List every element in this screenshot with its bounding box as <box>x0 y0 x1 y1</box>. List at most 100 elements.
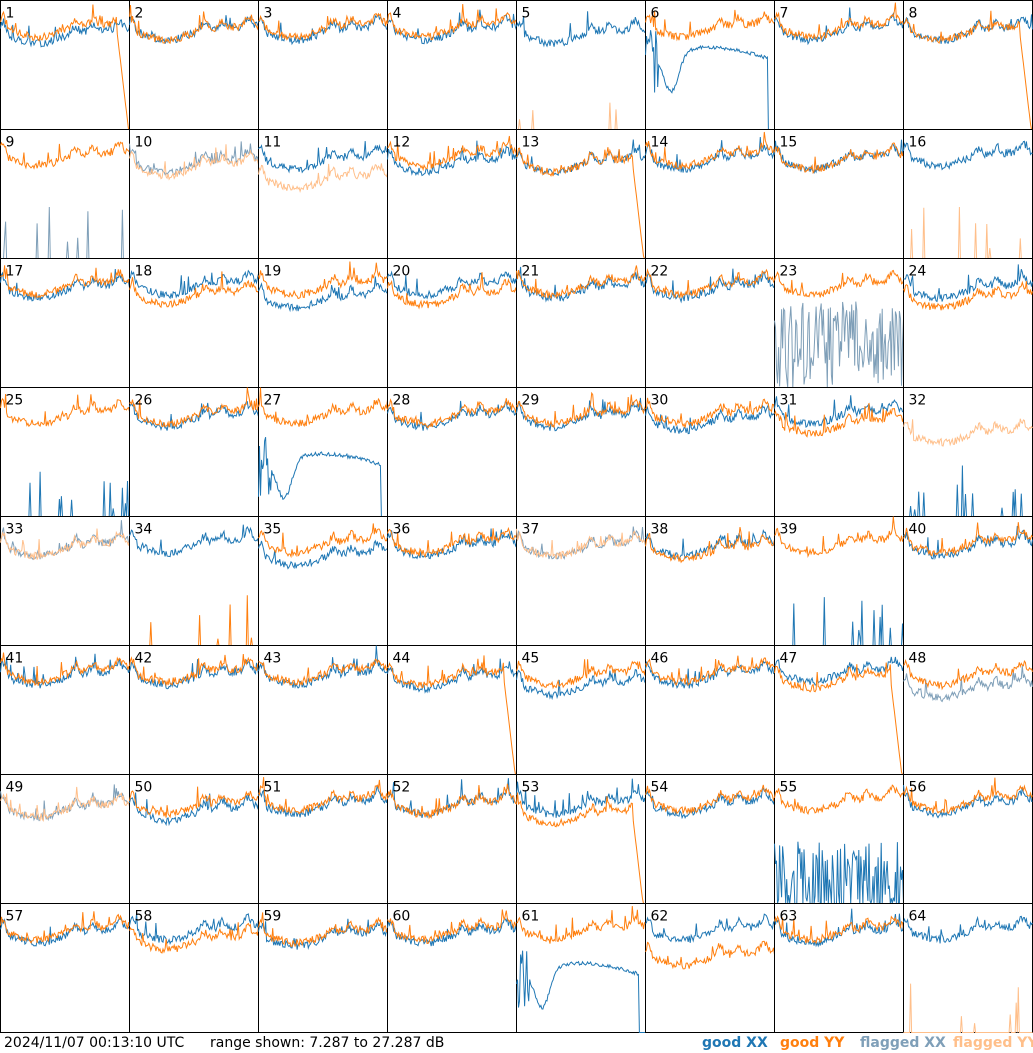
yy-series-15 <box>774 142 904 175</box>
tile-label: 32 <box>909 393 927 409</box>
yy-series-25 <box>0 393 130 428</box>
tile-frame <box>129 129 259 259</box>
yy-series-26 <box>129 387 259 428</box>
yy-series-28 <box>387 398 517 429</box>
tile-frame <box>903 0 1033 130</box>
yy-series-8 <box>903 10 1033 130</box>
tile-frame <box>516 516 646 646</box>
antenna-tile-34: 34 <box>129 516 259 646</box>
tile-label: 50 <box>135 780 153 796</box>
xx-series-45 <box>516 668 646 701</box>
xx-series-1 <box>0 18 130 48</box>
xx-series-41 <box>0 653 130 689</box>
antenna-tile-7: 7 <box>774 0 904 130</box>
yy-series-13 <box>516 147 646 259</box>
antenna-tile-33: 33 <box>0 516 130 646</box>
yy-series-64 <box>903 983 1033 1033</box>
xx-series-53 <box>516 778 646 818</box>
tile-label: 7 <box>780 6 789 22</box>
tile-label: 41 <box>6 651 24 667</box>
antenna-tile-61: 61 <box>516 903 646 1033</box>
tile-label: 39 <box>780 522 798 538</box>
yy-series-40 <box>903 522 1033 557</box>
tile-label: 61 <box>522 909 540 925</box>
yy-series-41 <box>0 652 130 686</box>
tile-label: 24 <box>909 264 927 280</box>
antenna-tile-57: 57 <box>0 903 130 1033</box>
tile-label: 51 <box>264 780 282 796</box>
xx-series-19 <box>258 276 388 313</box>
tile-frame <box>0 774 130 904</box>
tile-label: 35 <box>264 522 282 538</box>
yy-series-4 <box>387 4 517 41</box>
tile-frame <box>903 903 1033 1033</box>
tile-frame <box>129 0 259 130</box>
yy-series-33 <box>0 528 130 560</box>
tile-label: 25 <box>6 393 24 409</box>
antenna-tile-49: 49 <box>0 774 130 904</box>
tile-frame <box>516 774 646 904</box>
tile-label: 23 <box>780 264 798 280</box>
xx-series-34 <box>129 524 259 558</box>
xx-series-47 <box>774 656 904 686</box>
tile-frame <box>645 387 775 517</box>
yy-series-57 <box>0 911 130 944</box>
xx-series-24 <box>903 264 1033 303</box>
range-label: range shown: 7.287 to 27.287 dB <box>210 1035 445 1051</box>
tile-label: 20 <box>393 264 411 280</box>
legend-flagged-yy: flagged YY <box>953 1035 1033 1051</box>
tile-label: 6 <box>651 6 660 22</box>
tile-label: 53 <box>522 780 540 796</box>
xx-series-23 <box>774 301 904 388</box>
tile-label: 49 <box>6 780 24 796</box>
xx-series-5 <box>516 11 646 48</box>
xx-series-36 <box>387 528 517 560</box>
antenna-tile-52: 52 <box>387 774 517 904</box>
xx-series-11 <box>258 141 388 174</box>
xx-series-3 <box>258 13 388 46</box>
xx-series-60 <box>387 917 517 947</box>
tile-frame <box>258 0 388 130</box>
antenna-tile-50: 50 <box>129 774 259 904</box>
antenna-tile-16: 16 <box>903 129 1033 259</box>
tile-frame <box>0 516 130 646</box>
xx-series-26 <box>129 400 259 432</box>
xx-series-57 <box>0 918 130 947</box>
antenna-tile-25: 25 <box>0 387 130 517</box>
tile-frame <box>903 387 1033 517</box>
xx-series-16 <box>903 140 1033 171</box>
xx-series-62 <box>645 913 775 943</box>
xx-series-58 <box>129 912 259 945</box>
antenna-tile-18: 18 <box>129 258 259 388</box>
tile-label: 37 <box>522 522 540 538</box>
legend-good-yy: good YY <box>780 1035 845 1051</box>
tile-label: 58 <box>135 909 153 925</box>
yy-series-9 <box>0 141 130 170</box>
tile-frame <box>516 258 646 388</box>
yy-series-35 <box>258 523 388 559</box>
tile-label: 9 <box>6 135 15 151</box>
yy-series-49 <box>0 786 130 822</box>
xx-series-6 <box>645 30 775 130</box>
xx-series-10 <box>129 141 259 176</box>
tile-label: 10 <box>135 135 153 151</box>
antenna-tile-2: 2 <box>129 0 259 130</box>
tile-label: 4 <box>393 6 402 22</box>
tile-label: 11 <box>264 135 282 151</box>
yy-series-50 <box>129 786 259 819</box>
yy-series-56 <box>903 777 1033 815</box>
antenna-tile-9: 9 <box>0 129 130 259</box>
tile-label: 62 <box>651 909 669 925</box>
antenna-tile-24: 24 <box>903 258 1033 388</box>
tile-label: 3 <box>264 6 273 22</box>
antenna-tile-39: 39 <box>774 516 904 646</box>
yy-series-29 <box>516 391 646 428</box>
xx-series-12 <box>387 140 517 177</box>
yy-series-54 <box>645 784 775 815</box>
xx-series-18 <box>129 269 259 300</box>
antenna-tile-17: 17 <box>0 258 130 388</box>
antenna-tile-19: 19 <box>258 258 388 388</box>
yy-series-20 <box>387 272 517 310</box>
tile-frame <box>645 774 775 904</box>
yy-series-12 <box>387 135 517 172</box>
